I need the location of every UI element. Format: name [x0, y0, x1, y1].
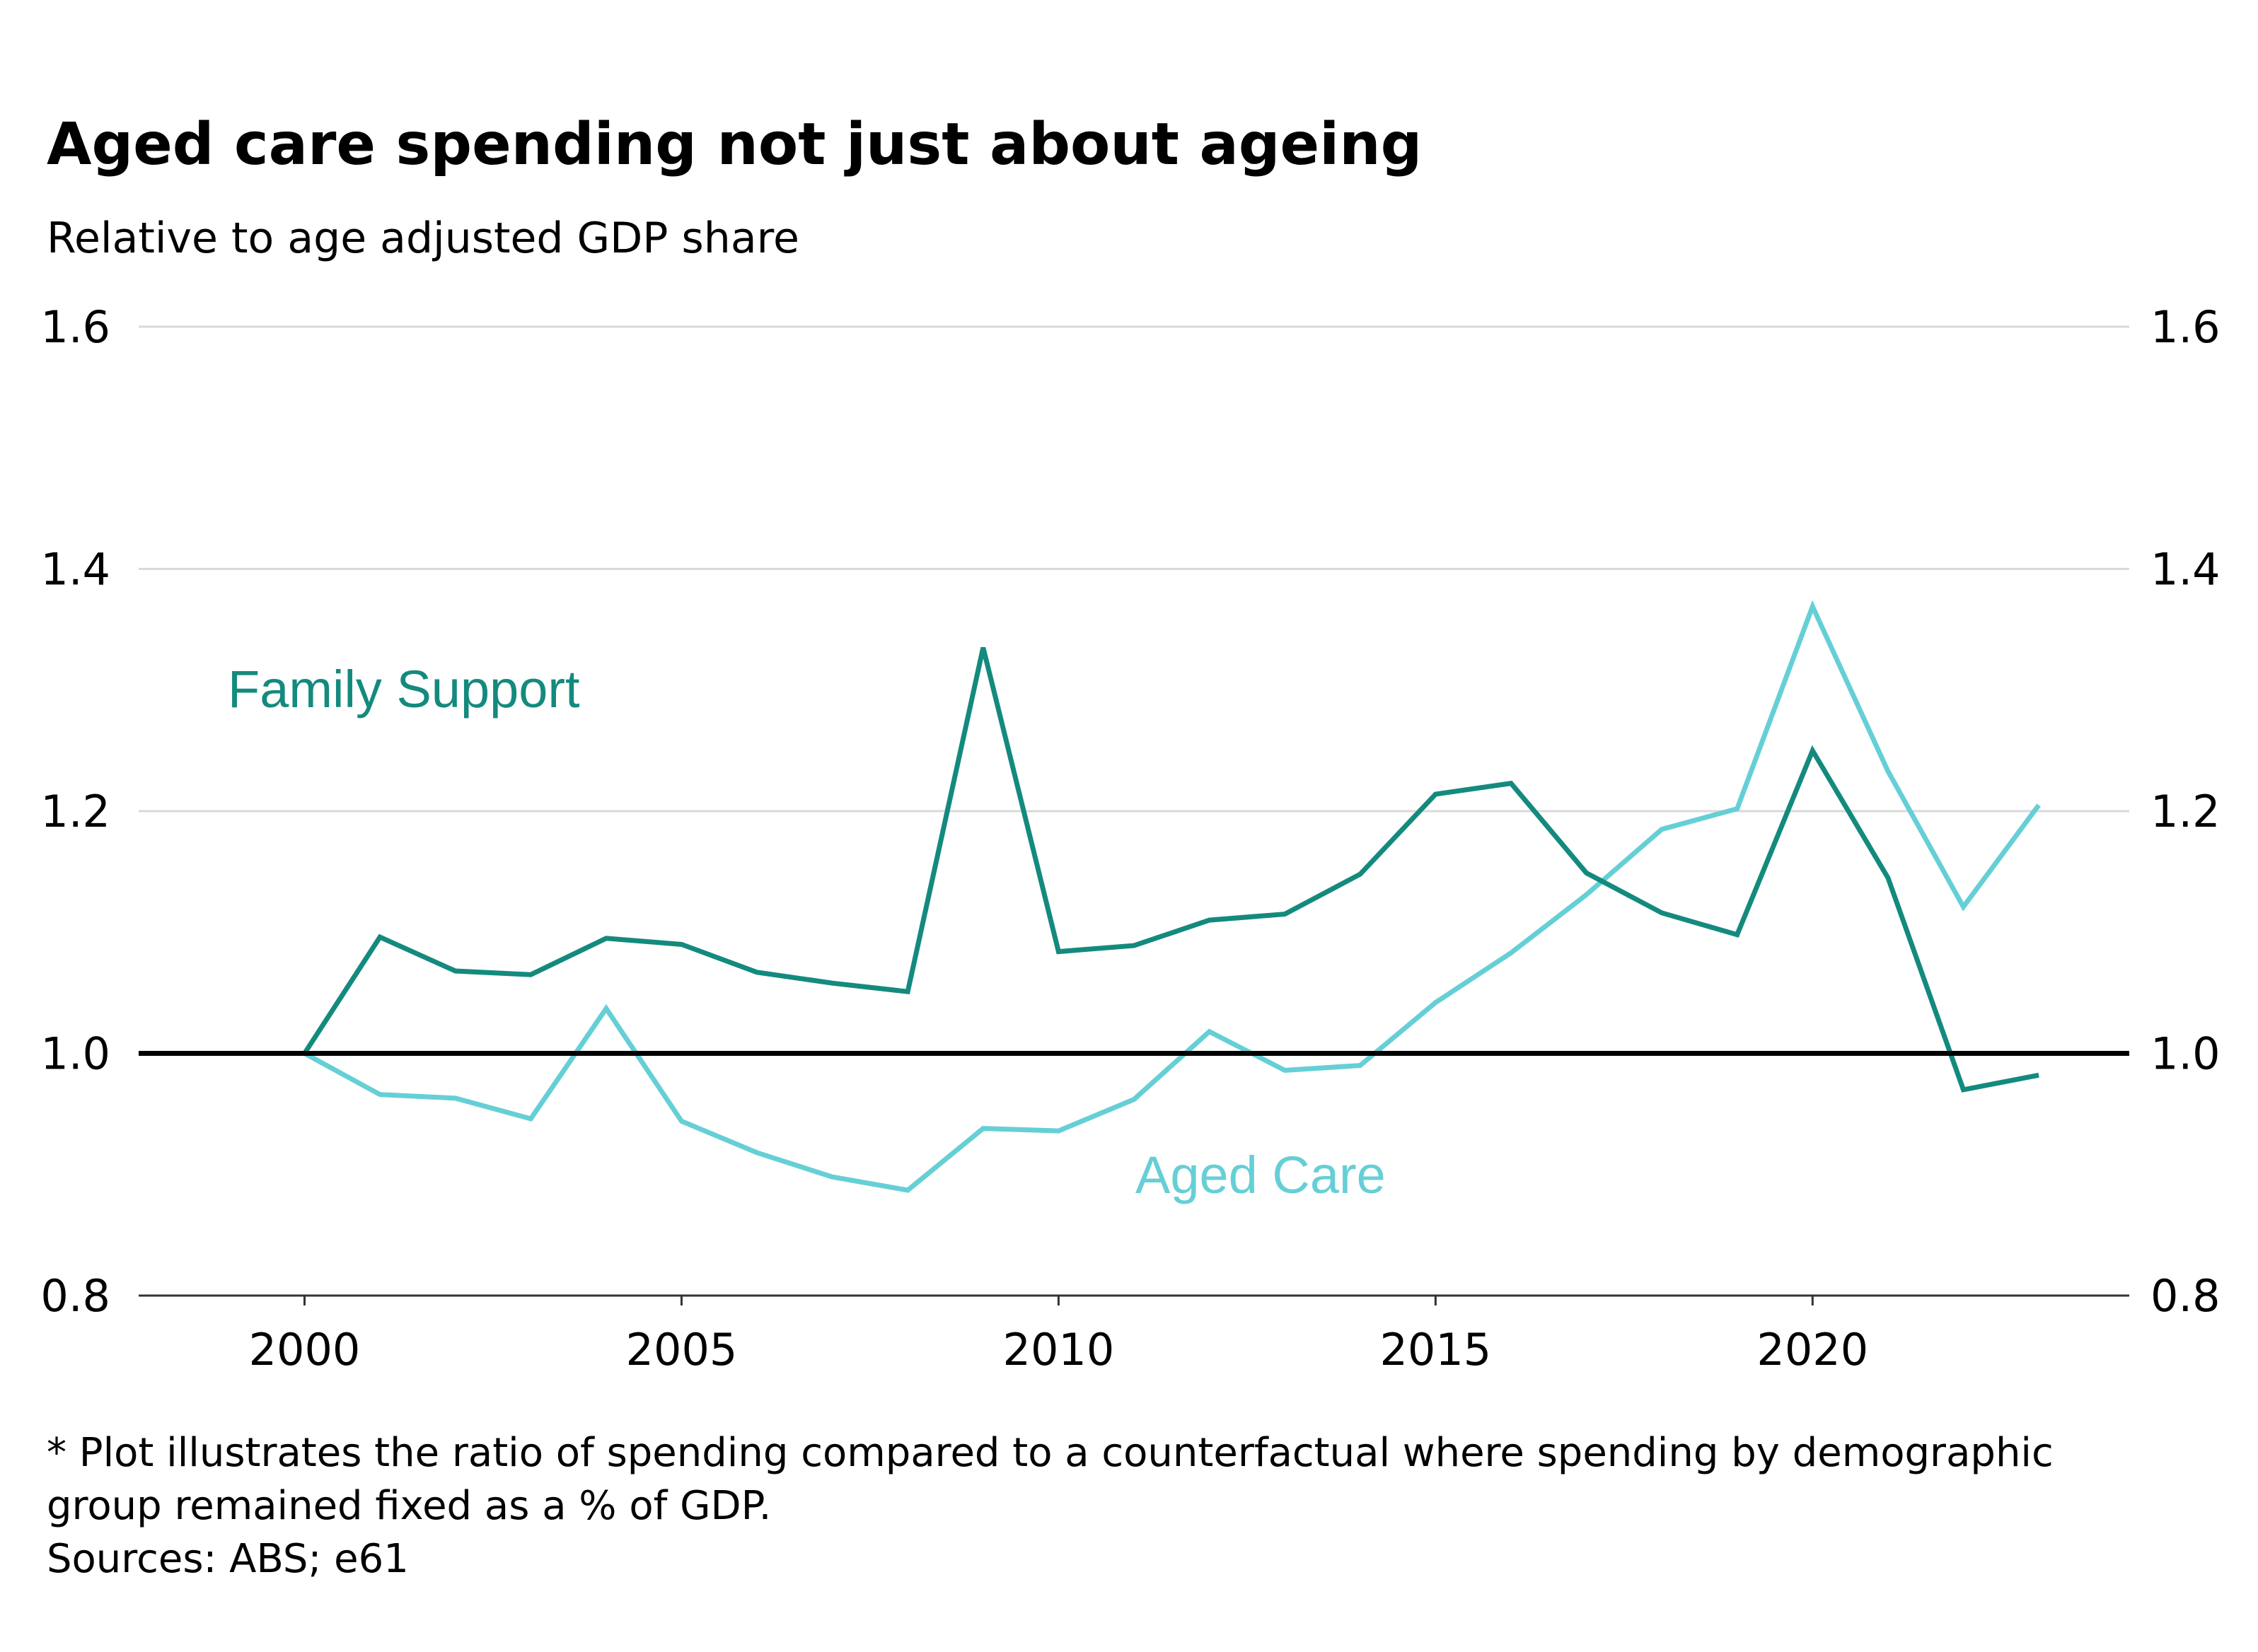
x-tick-label: 2010 [1003, 1324, 1115, 1375]
series-line-family-support [302, 646, 2039, 1093]
series-label-aged-care: Aged Care [1135, 1146, 1386, 1204]
y-tick-label-right: 1.0 [2150, 1028, 2221, 1080]
chart-subtitle: Relative to age adjusted GDP share [47, 214, 799, 263]
y-tick-label-left: 1.6 [40, 301, 110, 353]
y-tick-label-left: 1.0 [40, 1028, 110, 1080]
y-tick-label-left: 1.4 [40, 544, 110, 595]
footnote-line-2: group remained fixed as a % of GDP. [47, 1483, 771, 1529]
series-label-family-support: Family Support [228, 660, 580, 719]
gridlines [139, 325, 2129, 813]
series-lines [139, 600, 2129, 1193]
footnote-line-1: * Plot illustrates the ratio of spending… [47, 1430, 2054, 1476]
y-tick-label-left: 1.2 [40, 786, 110, 837]
axes: 0.8 0.8 1.0 1.0 1.2 1.2 1.4 1.4 1.6 1.6 2000 2005 20… [40, 301, 2220, 1375]
chart-title: Aged care spending not just about ageing [47, 111, 1422, 178]
sources-note: Sources: ABS; e61 [47, 1536, 409, 1582]
x-tick-label: 2000 [249, 1324, 361, 1375]
x-tick-label: 2020 [1756, 1324, 1868, 1375]
y-tick-label-right: 1.4 [2150, 544, 2221, 595]
x-tick-label: 2005 [626, 1324, 738, 1375]
y-tick-label-left: 0.8 [40, 1270, 110, 1322]
series-line-aged-care [303, 600, 2041, 1193]
y-tick-label-right: 0.8 [2150, 1270, 2221, 1322]
y-tick-label-right: 1.2 [2150, 786, 2221, 837]
x-tick-label: 2015 [1379, 1324, 1491, 1375]
y-tick-label-right: 1.6 [2150, 301, 2221, 353]
